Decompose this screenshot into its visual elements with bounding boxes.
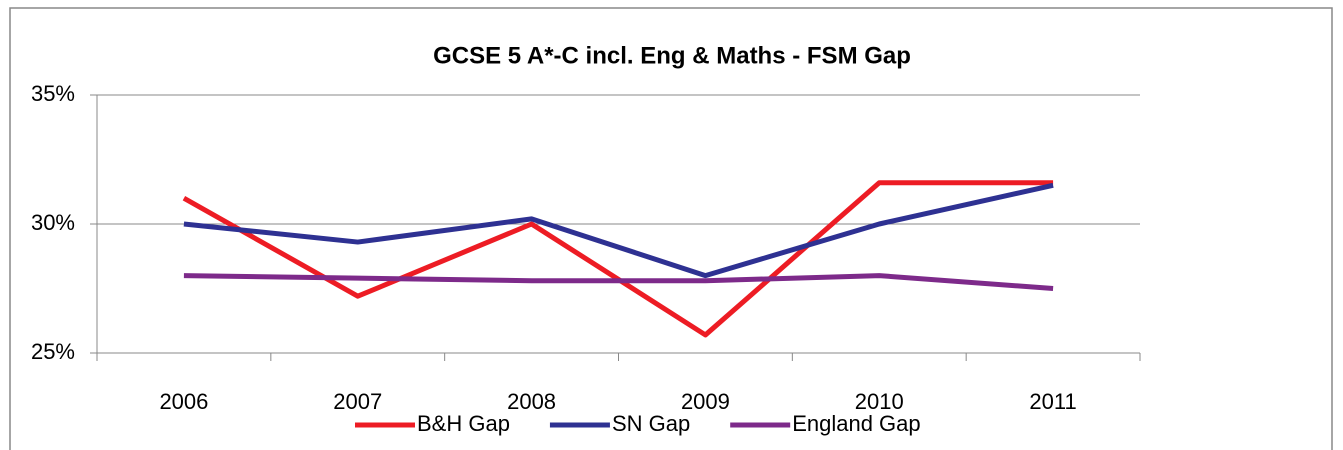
series-line [183, 273, 1054, 291]
x-tick-label: 2010 [855, 389, 904, 414]
x-tick-label: 2008 [507, 389, 556, 414]
y-tick-label: 25% [31, 339, 75, 364]
legend-label: B&H Gap [417, 411, 510, 436]
y-tick-label: 30% [31, 210, 75, 235]
y-tick-label: 35% [31, 81, 75, 106]
chart-title: GCSE 5 A*-C incl. Eng & Maths - FSM Gap [433, 42, 911, 69]
legend-label: SN Gap [612, 411, 690, 436]
legend-label: England Gap [792, 411, 920, 436]
series-line [183, 182, 1054, 279]
x-tick-label: 2006 [159, 389, 208, 414]
x-tick-label: 2011 [1029, 389, 1076, 414]
x-tick-label: 2009 [681, 389, 730, 414]
x-tick-label: 2007 [333, 389, 382, 414]
